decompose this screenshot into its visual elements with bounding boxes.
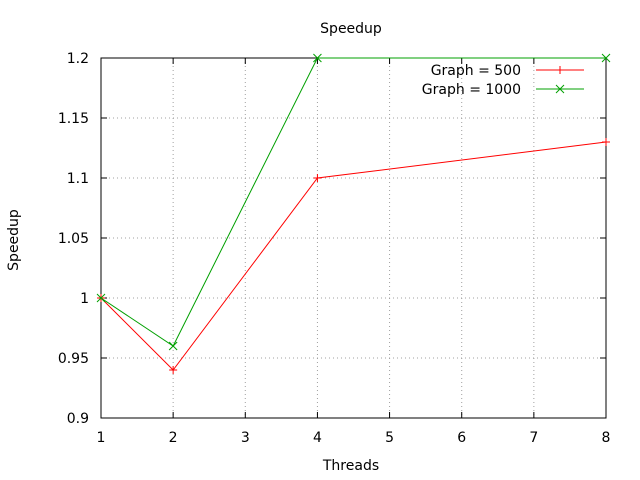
legend-label: Graph = 1000 [422,82,521,98]
x-tick-label: 2 [169,430,178,446]
legend: Graph = 500 Graph = 1000 [422,63,584,98]
y-tick-label: 0.95 [58,351,89,367]
series-1 [97,138,610,374]
x-tick-label: 5 [385,430,394,446]
y-tick-label: 1.2 [67,51,89,67]
y-tick-label: 1.15 [58,111,89,127]
series-group [96,53,611,374]
x-tick-label: 6 [457,430,466,446]
legend-label: Graph = 500 [431,63,521,79]
x-tick-label: 7 [529,430,538,446]
grid [101,58,606,418]
x-tick-label: 4 [313,430,322,446]
legend-marker [555,84,565,94]
data-point [313,53,322,63]
series-line [100,57,606,347]
y-tick-label: 1.05 [58,231,89,247]
x-tick-label: 3 [241,430,250,446]
x-tick-label: 1 [97,430,106,446]
y-axis-label: Speedup [6,209,22,271]
data-point [168,341,178,351]
axis-ticks: 1 2 3 4 5 6 7 8 0.9 0.95 1 1.05 1.1 1.15 1.2 [58,51,611,446]
data-point [169,366,178,374]
x-axis-label: Threads [322,458,379,474]
data-point [602,138,610,146]
x-tick-label: 8 [602,430,611,446]
y-tick-label: 0.9 [67,411,89,427]
series-2 [96,53,611,351]
y-tick-label: 1 [80,291,89,307]
legend-marker [556,66,564,74]
series-line [100,141,607,371]
chart-title: Speedup [320,21,382,37]
data-point [313,174,322,182]
data-point [601,53,611,63]
y-tick-label: 1.1 [67,171,89,187]
data-point [96,293,106,303]
